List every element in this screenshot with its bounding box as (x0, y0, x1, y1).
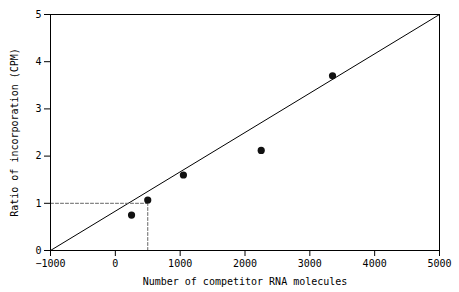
svg-text:1: 1 (35, 198, 41, 209)
svg-text:0: 0 (112, 258, 118, 269)
svg-text:4: 4 (35, 56, 41, 67)
svg-text:Ratio of incorporation (CPM): Ratio of incorporation (CPM) (9, 48, 20, 217)
svg-text:4000: 4000 (363, 258, 387, 269)
svg-text:0: 0 (35, 245, 41, 256)
svg-text:−1000: −1000 (35, 258, 65, 269)
svg-text:3: 3 (35, 103, 41, 114)
svg-text:5000: 5000 (427, 258, 451, 269)
svg-text:5: 5 (35, 9, 41, 20)
svg-text:1000: 1000 (168, 258, 192, 269)
svg-text:Number of competitor RNA molec: Number of competitor RNA molecules (143, 276, 348, 287)
svg-text:2: 2 (35, 150, 41, 161)
svg-text:2000: 2000 (233, 258, 257, 269)
svg-text:3000: 3000 (298, 258, 322, 269)
